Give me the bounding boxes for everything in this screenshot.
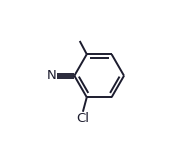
Text: N: N: [47, 69, 57, 82]
Text: Cl: Cl: [76, 112, 89, 125]
